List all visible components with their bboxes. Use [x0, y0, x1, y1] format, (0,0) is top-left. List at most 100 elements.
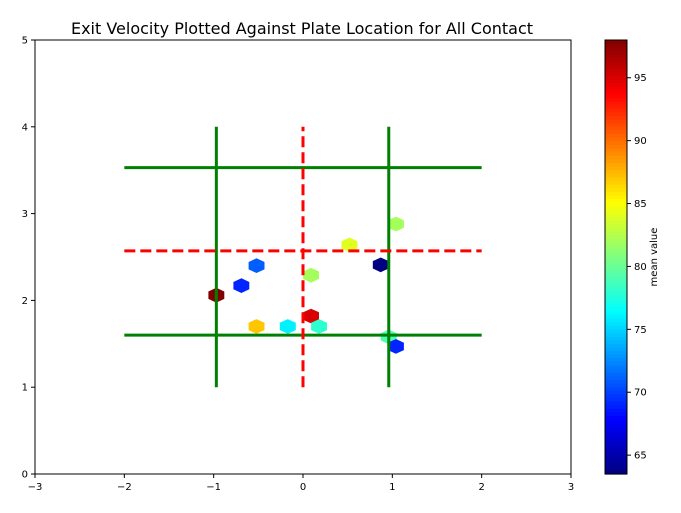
colorbar-gradient-segment	[605, 394, 627, 399]
colorbar-gradient-segment	[605, 224, 627, 229]
colorbar-gradient-segment	[605, 369, 627, 374]
colorbar-gradient-segment	[605, 358, 627, 363]
colorbar-gradient-segment	[605, 354, 627, 359]
colorbar-gradient-segment	[605, 387, 627, 392]
hexbin-cell	[279, 319, 296, 334]
colorbar-gradient-segment	[605, 426, 627, 432]
colorbar-gradient-segment	[605, 65, 627, 70]
x-tick-label: −2	[117, 482, 132, 493]
colorbar-gradient-segment	[605, 365, 627, 370]
colorbar-gradient-segment	[605, 293, 627, 298]
colorbar-gradient-segment	[605, 405, 627, 410]
colorbar-gradient-segment	[605, 137, 627, 142]
colorbar-gradient-segment	[605, 152, 627, 157]
y-tick-label: 0	[22, 470, 28, 481]
colorbar-gradient-segment	[605, 361, 627, 367]
colorbar-tick-label: 65	[634, 451, 647, 462]
colorbar-gradient-segment	[605, 162, 627, 168]
colorbar-gradient-segment	[605, 416, 627, 421]
colorbar-gradient-segment	[605, 452, 627, 457]
colorbar-gradient-segment	[605, 249, 627, 254]
colorbar-gradient-segment	[605, 430, 627, 435]
colorbar-gradient-segment	[605, 206, 627, 211]
chart-title: Exit Velocity Plotted Against Plate Loca…	[71, 19, 533, 38]
colorbar-gradient-segment	[605, 235, 627, 240]
colorbar-gradient-segment	[605, 459, 627, 464]
x-tick-label: 0	[300, 482, 306, 493]
colorbar-gradient-segment	[605, 311, 627, 316]
x-tick-label: 1	[389, 482, 395, 493]
colorbar-gradient-segment	[605, 209, 627, 215]
colorbar-gradient-segment	[605, 351, 627, 356]
colorbar-gradient-segment	[605, 307, 627, 312]
colorbar-gradient-segment	[605, 238, 627, 244]
colorbar-gradient-segment	[605, 202, 627, 207]
colorbar-gradient-segment	[605, 419, 627, 424]
colorbar-gradient-segment	[605, 285, 627, 291]
colorbar-tick-label: 85	[634, 199, 647, 210]
colorbar-gradient-segment	[605, 217, 627, 222]
colorbar-gradient-segment	[605, 412, 627, 417]
colorbar-gradient-segment	[605, 188, 627, 193]
colorbar-gradient-segment	[605, 126, 627, 132]
hexbin-cell	[233, 278, 250, 293]
colorbar-gradient-segment	[605, 40, 627, 45]
colorbar-gradient-segment	[605, 177, 627, 182]
colorbar-gradient-segment	[605, 401, 627, 406]
colorbar-gradient-segment	[605, 101, 627, 106]
colorbar-gradient-segment	[605, 119, 627, 124]
colorbar-gradient-segment	[605, 97, 627, 103]
colorbar-gradient-segment	[605, 278, 627, 283]
colorbar-gradient-segment	[605, 54, 627, 59]
colorbar-gradient-segment	[605, 434, 627, 439]
colorbar-gradient-segment	[605, 141, 627, 146]
colorbar-gradient-segment	[605, 257, 627, 262]
colorbar-gradient-segment	[605, 170, 627, 175]
x-tick-label: −1	[206, 482, 221, 493]
colorbar-gradient-segment	[605, 253, 627, 258]
y-tick-label: 5	[22, 36, 28, 47]
colorbar-gradient-segment	[605, 322, 627, 327]
colorbar-gradient-segment	[605, 470, 627, 475]
colorbar-gradient-segment	[605, 79, 627, 84]
colorbar-gradient-segment	[605, 108, 627, 113]
colorbar-gradient-segment	[605, 61, 627, 66]
hexbin-cell	[303, 267, 319, 283]
colorbar-gradient-segment	[605, 112, 627, 117]
colorbar-gradient-segment	[605, 466, 627, 471]
colorbar-tick-label: 80	[634, 262, 647, 273]
colorbar-gradient-segment	[605, 50, 627, 56]
colorbar-gradient-segment	[605, 455, 627, 461]
colorbar-gradient-segment	[605, 289, 627, 294]
colorbar-gradient-segment	[605, 144, 627, 150]
colorbar-gradient-segment	[605, 195, 627, 200]
hexbin-cell	[248, 258, 265, 273]
hexbin-cell	[303, 308, 319, 324]
colorbar-gradient-segment	[605, 47, 627, 52]
colorbar-tick-label: 70	[634, 388, 647, 399]
colorbar-gradient-segment	[605, 264, 627, 269]
colorbar-gradient-segment	[605, 213, 627, 218]
x-tick-label: −3	[28, 482, 43, 493]
colorbar-gradient-segment	[605, 173, 627, 179]
colorbar-gradient-segment	[605, 134, 627, 139]
colorbar-gradient-segment	[605, 181, 627, 186]
colorbar-gradient-segment	[605, 347, 627, 352]
colorbar-gradient-segment	[605, 148, 627, 153]
colorbar-gradient-segment	[605, 408, 627, 414]
y-tick-label: 2	[22, 296, 28, 307]
colorbar-gradient-segment	[605, 398, 627, 403]
colorbar-gradient-segment	[605, 314, 627, 320]
colorbar-gradient-segment	[605, 379, 627, 385]
colorbar-gradient-segment	[605, 383, 627, 388]
colorbar-gradient-segment	[605, 304, 627, 309]
colorbar-gradient-segment	[605, 271, 627, 276]
colorbar-gradient-segment	[605, 83, 627, 88]
colorbar-gradient-segment	[605, 166, 627, 171]
colorbar-gradient-segment	[605, 318, 627, 323]
hexbin-cell	[248, 319, 265, 334]
colorbar-gradient-segment	[605, 72, 627, 77]
colorbar-gradient-segment	[605, 340, 627, 345]
colorbar-gradient-segment	[605, 325, 627, 330]
colorbar-gradient-segment	[605, 296, 627, 301]
